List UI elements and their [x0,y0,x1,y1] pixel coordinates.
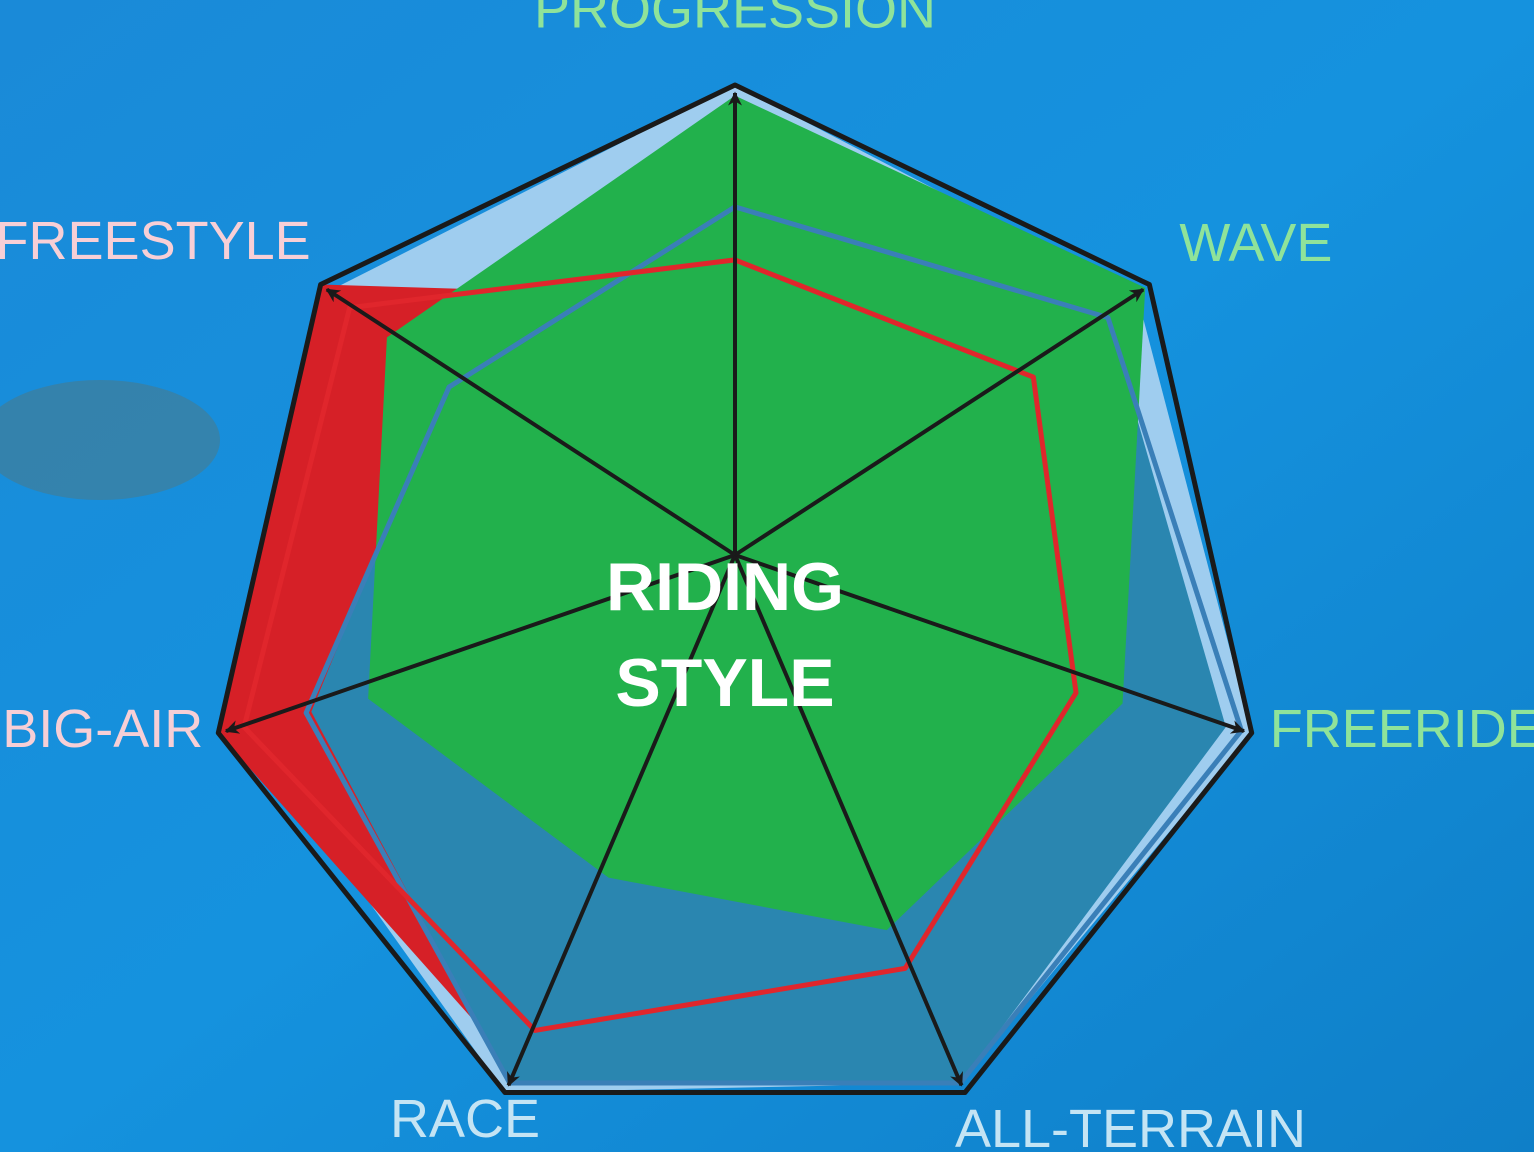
chart-title: RIDING [606,549,844,625]
category-label: FREESTYLE [0,211,311,271]
category-label: ALL-TERRAIN [955,1099,1306,1152]
category-label: BIG-AIR [2,699,203,759]
category-label: PROGRESSION [534,0,936,39]
chart-title: STYLE [615,645,834,721]
category-label: FREERIDE [1270,699,1534,759]
category-label: WAVE [1179,213,1332,273]
category-label: RACE [390,1089,540,1149]
chart: PROGRESSION WAVE FREERIDE ALL-TERRAIN RACE BI… [0,0,1534,1152]
